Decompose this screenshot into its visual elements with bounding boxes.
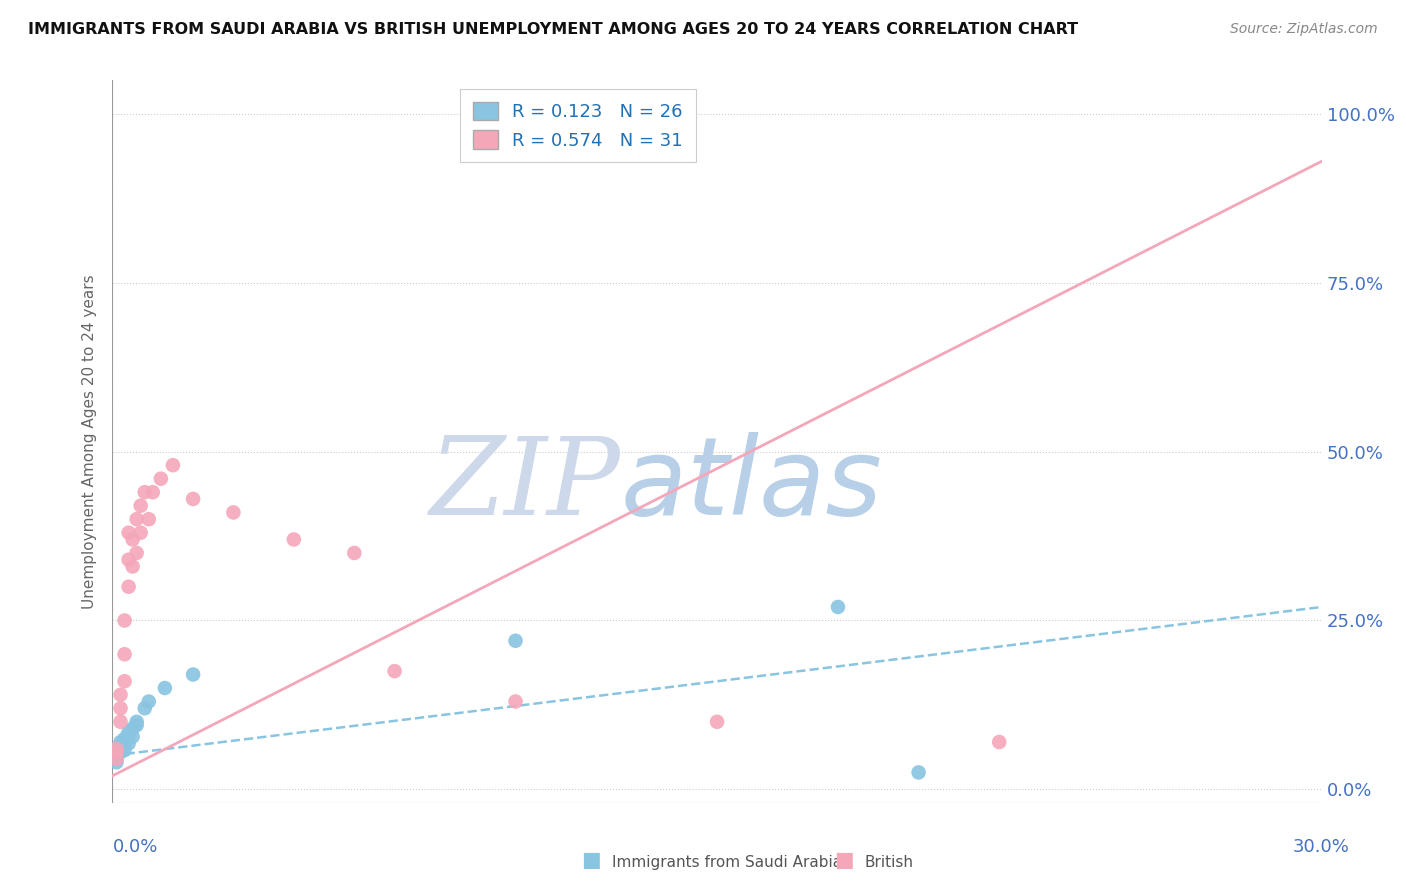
Point [138,694,160,708]
Point [142,485,165,500]
Text: atlas: atlas [620,433,882,537]
Point [114,614,136,628]
Point [110,745,132,759]
Point [121,559,143,574]
Point [125,546,148,560]
Point [110,735,132,749]
Point [181,667,204,681]
Text: Immigrants from Saudi Arabia: Immigrants from Saudi Arabia [612,855,842,870]
Point [121,722,143,736]
Text: IMMIGRANTS FROM SAUDI ARABIA VS BRITISH UNEMPLOYMENT AMONG AGES 20 TO 24 YEARS C: IMMIGRANTS FROM SAUDI ARABIA VS BRITISH … [28,22,1078,37]
Point [105,752,128,766]
Text: ■: ■ [834,850,853,870]
Point [125,512,148,526]
Point [105,756,128,770]
Point [117,552,139,566]
Text: 0.0%: 0.0% [112,838,157,856]
Point [121,533,143,547]
Point [149,472,172,486]
Point [181,491,204,506]
Point [114,733,136,747]
Point [110,714,132,729]
Text: ZIP: ZIP [429,433,620,538]
Point [134,701,156,715]
Point [222,505,245,519]
Text: Source: ZipAtlas.com: Source: ZipAtlas.com [1230,22,1378,37]
Point [125,718,148,732]
Point [988,735,1011,749]
Point [114,674,136,689]
Point [105,745,128,759]
Point [105,741,128,756]
Point [138,512,160,526]
Point [114,731,136,746]
Point [162,458,184,472]
Point [125,714,148,729]
Legend: R = 0.123   N = 26, R = 0.574   N = 31: R = 0.123 N = 26, R = 0.574 N = 31 [460,89,696,162]
Point [110,739,132,753]
Point [105,741,128,756]
Point [110,741,132,756]
Point [117,728,139,742]
Point [827,599,849,614]
Point [105,748,128,763]
Text: British: British [865,855,914,870]
Point [110,688,132,702]
Point [114,739,136,753]
Point [706,714,728,729]
Y-axis label: Unemployment Among Ages 20 to 24 years: Unemployment Among Ages 20 to 24 years [82,274,97,609]
Point [117,736,139,750]
Point [283,533,305,547]
Point [153,681,176,695]
Point [129,525,152,540]
Point [505,633,527,648]
Point [129,499,152,513]
Point [117,580,139,594]
Point [505,694,527,708]
Point [110,701,132,715]
Point [117,525,139,540]
Text: 30.0%: 30.0% [1294,838,1350,856]
Point [343,546,366,560]
Point [105,752,128,766]
Point [134,485,156,500]
Point [384,664,406,678]
Point [114,647,136,661]
Point [114,743,136,757]
Point [121,730,143,744]
Point [907,765,929,780]
Point [117,725,139,739]
Text: ■: ■ [581,850,600,870]
